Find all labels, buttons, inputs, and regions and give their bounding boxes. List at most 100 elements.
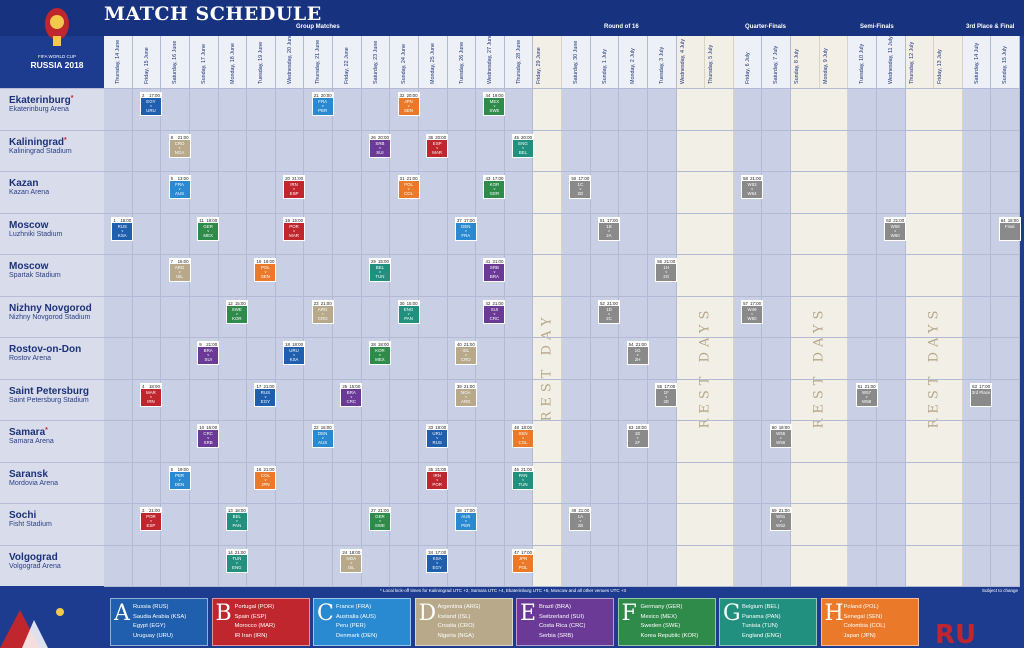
match-time: 18:00 [263, 259, 275, 264]
match-cell: 15 18:00 POL v SEN [254, 258, 277, 282]
date-header: Sunday, 8 July [791, 36, 820, 88]
match-cell: 18 18:00 URU v KSA [283, 341, 306, 365]
group-team: IR Iran (IRN) [234, 632, 268, 639]
group-team: Tunisia (TUN) [742, 623, 778, 630]
group-team: Serbia (SRB) [539, 632, 574, 639]
match-team-b: DEN [174, 481, 185, 487]
match-time: 20:00 [521, 134, 533, 140]
match-number: 36 [428, 134, 434, 140]
match-team-b: MAR [289, 232, 299, 238]
match-time: 21:00 [864, 383, 876, 389]
date-label: Saturday, 14 July [973, 42, 980, 84]
match-number: 40 [456, 342, 462, 347]
date-header: Saturday, 16 June [161, 36, 190, 88]
date-header: Monday, 25 June [418, 36, 448, 88]
match-cell: 53 18:00 1E v 2F [626, 424, 649, 448]
group-team: Peru (PER) [336, 623, 366, 630]
match-team-a: 3rd Place [971, 389, 991, 395]
date-header: Sunday, 17 June [189, 36, 219, 88]
group-team: Sweden (SWE) [640, 623, 681, 630]
date-label: Sunday, 17 June [200, 43, 207, 84]
match-cell: 9 21:00 BRA v SUI [197, 341, 220, 365]
match-cell: 38 17:00 AUS v PER [454, 507, 477, 531]
venue-stadium: Volgograd Arena [9, 562, 61, 570]
match-time: 21:00 [578, 508, 590, 513]
match-time: 15:00 [406, 300, 418, 306]
date-label: Saturday, 23 June [372, 40, 379, 84]
match-number: 63 [972, 383, 977, 389]
match-team-a: 1H [663, 265, 669, 270]
match-team-b: URU [146, 108, 156, 113]
match-number: 41 [485, 259, 491, 264]
match-number: 15 [256, 259, 262, 264]
match-number: 20 [285, 176, 290, 181]
match-team-a: KOR [489, 182, 500, 187]
match-number: 18 [285, 342, 290, 347]
match-team-b: SEN [404, 108, 414, 113]
match-number: 50 [571, 176, 577, 181]
match-team-a: POL [404, 182, 413, 187]
group-team: Croatia (CRO) [437, 623, 475, 630]
match-cell: 32 20:00 JPN v SEN [397, 92, 420, 116]
venue-row: Moscow Luzhniki Stadium [0, 212, 104, 255]
match-time: 21:00 [635, 342, 647, 347]
match-number: 45 [514, 134, 519, 140]
match-cell: 8 21:00 CRO v NGA [168, 133, 191, 158]
match-team-a: 1E [634, 431, 641, 436]
match-cell: 10 16:00 CRC v SRB [197, 424, 220, 448]
group-team: England (ENG) [742, 632, 782, 639]
venue-city: Kazan [9, 178, 39, 189]
match-number: 24 [342, 549, 348, 555]
match-number: 17 [256, 383, 262, 389]
match-number: 11 [199, 217, 204, 223]
group-letter: H [824, 601, 844, 626]
match-time: 17:00 [664, 383, 676, 389]
venue-stadium: Luzhniki Stadium [9, 230, 63, 238]
group-team: Senegal (SEN) [843, 613, 883, 620]
venue-city: Volgograd [9, 551, 58, 563]
match-team-a: 1D [606, 306, 612, 312]
group-letter: D [418, 601, 437, 626]
match-team-b: PER [318, 108, 328, 113]
match-cell: 49 21:00 1A v 2B [569, 507, 592, 531]
match-cell: 55 17:00 1F v 2E [655, 382, 678, 407]
match-cell: 39 21:00 NGA v ARG [454, 382, 477, 407]
group-team: Egypt (EGY) [133, 623, 166, 630]
date-header: Sunday, 24 June [390, 36, 419, 88]
match-number: 31 [399, 176, 405, 181]
match-team-b: SEN [260, 274, 270, 279]
match-cell: 25 15:00 BRA v CRC [340, 382, 363, 407]
match-time: 21:00 [177, 134, 189, 140]
match-time: 17:00 [435, 549, 447, 555]
match-cell: 27 21:00 GER v SWE [368, 507, 391, 531]
match-number: 19 [285, 217, 290, 223]
match-time: 21:00 [521, 466, 533, 472]
venue-city: Kaliningrad* [9, 136, 67, 148]
date-header: Tuesday, 3 July [647, 36, 677, 88]
match-team-b: PER [461, 523, 471, 528]
match-time: 16:00 [177, 259, 189, 264]
match-cell: 56 21:00 1H v 2G [655, 258, 678, 282]
match-team-b: 2C [606, 315, 612, 321]
match-team-a: 1F [663, 389, 669, 395]
match-cell: 20 21:00 IRN v ESP [283, 175, 306, 199]
match-cell: 61 21:00 W57 v W58 [855, 382, 878, 407]
rest-day-label: REST DAYS [811, 305, 827, 429]
match-cell: 29 15:00 BEL v TUN [368, 258, 391, 282]
venue-city: Saransk [9, 468, 48, 480]
date-header: Tuesday, 10 July [848, 36, 877, 88]
match-number: 46 [514, 466, 519, 472]
group-team: Portugal (POR) [234, 604, 275, 610]
match-time: 19:00 [177, 466, 189, 472]
venue-stadium: Nizhny Novgorod Stadium [9, 313, 91, 321]
match-number: 16 [256, 466, 262, 472]
venue-city: Ekaterinburg* [9, 95, 74, 106]
match-time: 16:00 [206, 425, 218, 430]
date-label: Thursday, 12 July [908, 41, 915, 84]
match-team-a: JPN [404, 99, 413, 104]
match-cell: 6 19:00 PER v DEN [168, 465, 191, 490]
match-team-b: SWE [489, 108, 500, 113]
date-label: Friday, 13 July [937, 49, 944, 84]
match-cell: 59 21:00 W51 v W52 [769, 507, 792, 531]
match-number: 4 [141, 383, 145, 389]
